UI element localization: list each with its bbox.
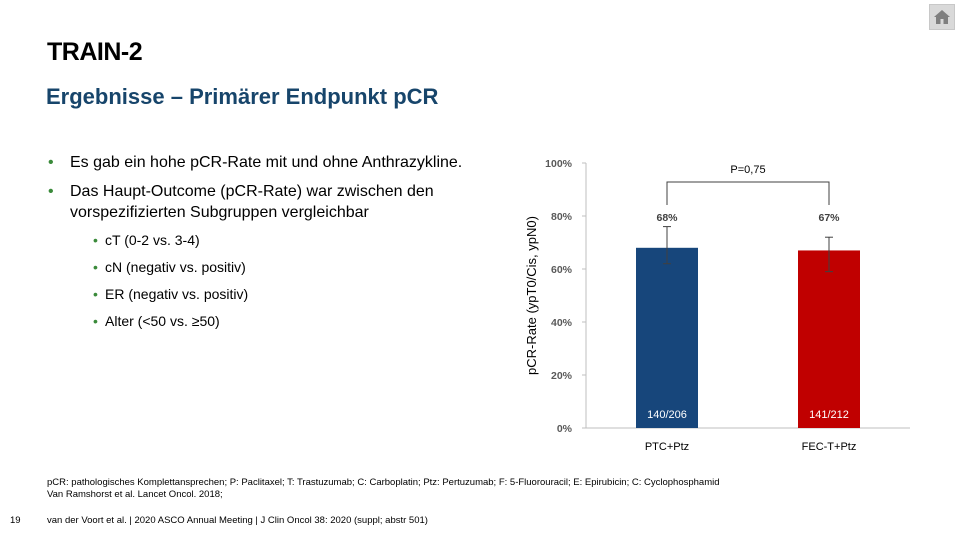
y-tick-label: 0% (557, 423, 573, 435)
y-tick-label: 100% (545, 158, 573, 170)
bar-count-label: 140/206 (647, 409, 687, 421)
bullet-list: Es gab ein hohe pCR-Rate mit und ohne An… (46, 152, 476, 339)
y-tick-label: 40% (551, 317, 573, 329)
significance-bracket (666, 181, 830, 205)
page-number: 19 (10, 515, 21, 526)
home-button[interactable] (929, 4, 955, 30)
footnotes: pCR: pathologisches Komplettansprechen; … (47, 477, 720, 501)
bullet-item: Es gab ein hohe pCR-Rate mit und ohne An… (46, 152, 476, 173)
reference-note: Van Ramshorst et al. Lancet Oncol. 2018; (47, 489, 223, 500)
y-axis-title: pCR-Rate (ypT0/Cis, ypN0) (524, 216, 539, 375)
y-tick-label: 60% (551, 264, 573, 276)
sub-bullet-item: ER (negativ vs. positiv) (46, 285, 476, 303)
slide-subtitle: Ergebnisse – Primärer Endpunkt pCR (46, 84, 439, 109)
sub-bullet-item: cN (negativ vs. positiv) (46, 258, 476, 276)
bullet-item: Das Haupt-Outcome (pCR-Rate) war zwische… (46, 181, 476, 223)
bar-count-label: 141/212 (809, 409, 849, 421)
slide-title: TRAIN-2 (47, 38, 143, 66)
x-tick-label: PTC+Ptz (645, 441, 689, 453)
data-label: 68% (656, 212, 678, 224)
p-value-annotation: P=0,75 (730, 164, 765, 176)
home-icon (934, 10, 950, 24)
pcr-bar-chart: 0% 20% 40% 60% 80% 100% pCR-Rate (ypT0/Cis, yp… (524, 158, 910, 453)
sub-bullet-item: Alter (<50 vs. ≥50) (46, 312, 476, 330)
sub-bullet-item: cT (0-2 vs. 3-4) (46, 231, 476, 249)
footer-citation: van der Voort et al. | 2020 ASCO Annual … (47, 515, 428, 526)
data-label: 67% (818, 212, 840, 224)
bar (798, 250, 860, 428)
y-tick-label: 20% (551, 370, 573, 382)
y-tick-label: 80% (551, 211, 573, 223)
x-tick-label: FEC-T+Ptz (802, 441, 857, 453)
abbreviations-note: pCR: pathologisches Komplettansprechen; … (47, 477, 720, 488)
bar (636, 247, 698, 428)
